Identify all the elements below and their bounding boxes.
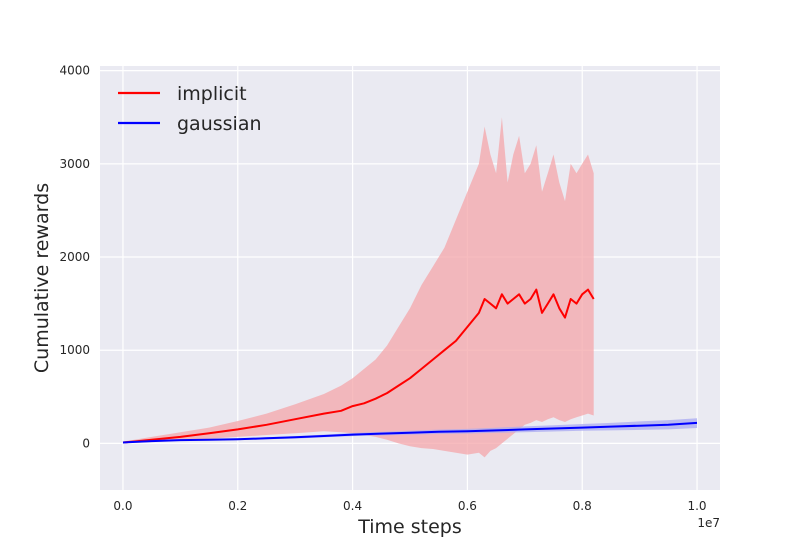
x-tick-label: 0.0 (113, 499, 132, 513)
x-tick-label: 0.4 (343, 499, 362, 513)
y-axis-label: Cumulative rewards (31, 183, 53, 373)
grid (100, 66, 720, 490)
implicit-line (122, 288, 595, 444)
x-tick-label: 0.2 (228, 499, 247, 513)
legend-label-implicit: implicit (177, 83, 247, 105)
x-tick-label: 1.0 (687, 499, 706, 513)
x-tick-labels: 0.0 0.2 0.4 0.6 0.8 1.0 (113, 499, 706, 513)
y-tick-labels: 0 1000 2000 3000 4000 (59, 64, 90, 451)
implicit-band (123, 117, 594, 458)
y-tick-label: 3000 (59, 157, 90, 171)
y-tick-label: 0 (82, 436, 90, 450)
x-axis-label: Time steps (357, 516, 462, 538)
legend: implicit gaussian (118, 83, 262, 135)
x-offset-label: 1e7 (697, 516, 720, 530)
y-tick-label: 1000 (59, 343, 90, 357)
gaussian-line (122, 421, 698, 444)
y-tick-label: 2000 (59, 250, 90, 264)
y-tick-label: 4000 (59, 64, 90, 78)
x-tick-label: 0.8 (573, 499, 592, 513)
legend-label-gaussian: gaussian (177, 113, 262, 135)
series-lines (122, 288, 698, 444)
x-tick-label: 0.6 (458, 499, 477, 513)
